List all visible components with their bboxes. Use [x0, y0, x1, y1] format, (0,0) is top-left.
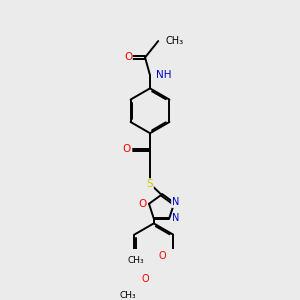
- Text: O: O: [159, 251, 166, 262]
- Text: O: O: [124, 52, 132, 62]
- Text: S: S: [147, 179, 153, 189]
- Text: N: N: [172, 214, 180, 224]
- Text: CH₃: CH₃: [127, 256, 144, 265]
- Text: NH: NH: [156, 70, 172, 80]
- Text: O: O: [139, 199, 147, 209]
- Text: CH₃: CH₃: [119, 291, 136, 300]
- Text: O: O: [123, 144, 131, 154]
- Text: N: N: [172, 197, 179, 207]
- Text: O: O: [142, 274, 149, 284]
- Text: CH₃: CH₃: [166, 36, 184, 46]
